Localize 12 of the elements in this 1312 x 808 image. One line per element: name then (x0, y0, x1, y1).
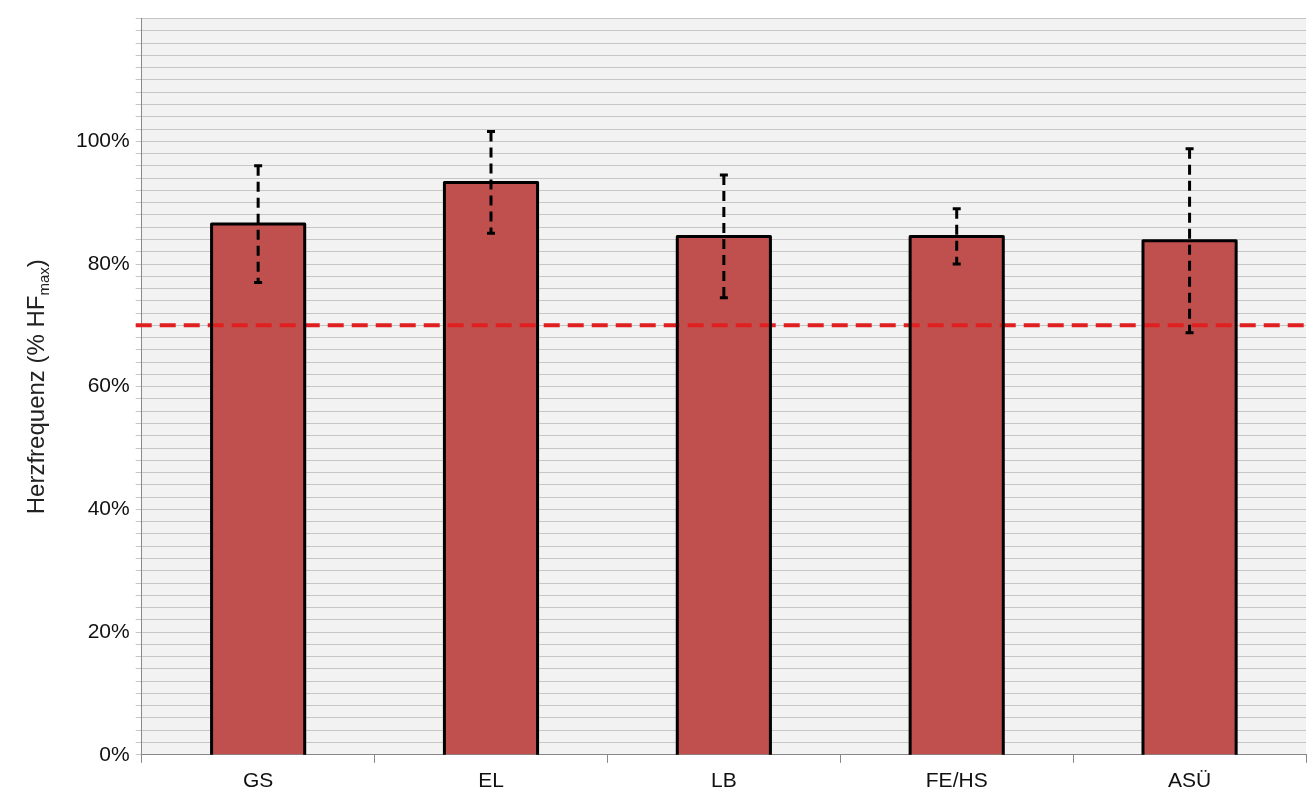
x-tick-label: LB (711, 768, 737, 792)
y-axis-title: Herzfrequenz (% HFmax) (22, 259, 52, 515)
y-tick-label: 60% (87, 373, 130, 397)
x-tick-label: GS (242, 768, 274, 792)
y-tick-label: 20% (87, 618, 130, 642)
y-tick-label: 80% (87, 250, 130, 274)
x-tick-label: FE/HS (925, 768, 988, 792)
y-tick-label: 0% (99, 741, 130, 765)
x-tick-label: EL (478, 768, 504, 792)
y-tick-label: 100% (75, 128, 130, 152)
y-tick-label: 40% (87, 496, 130, 520)
x-tick-label: ASÜ (1167, 768, 1212, 792)
